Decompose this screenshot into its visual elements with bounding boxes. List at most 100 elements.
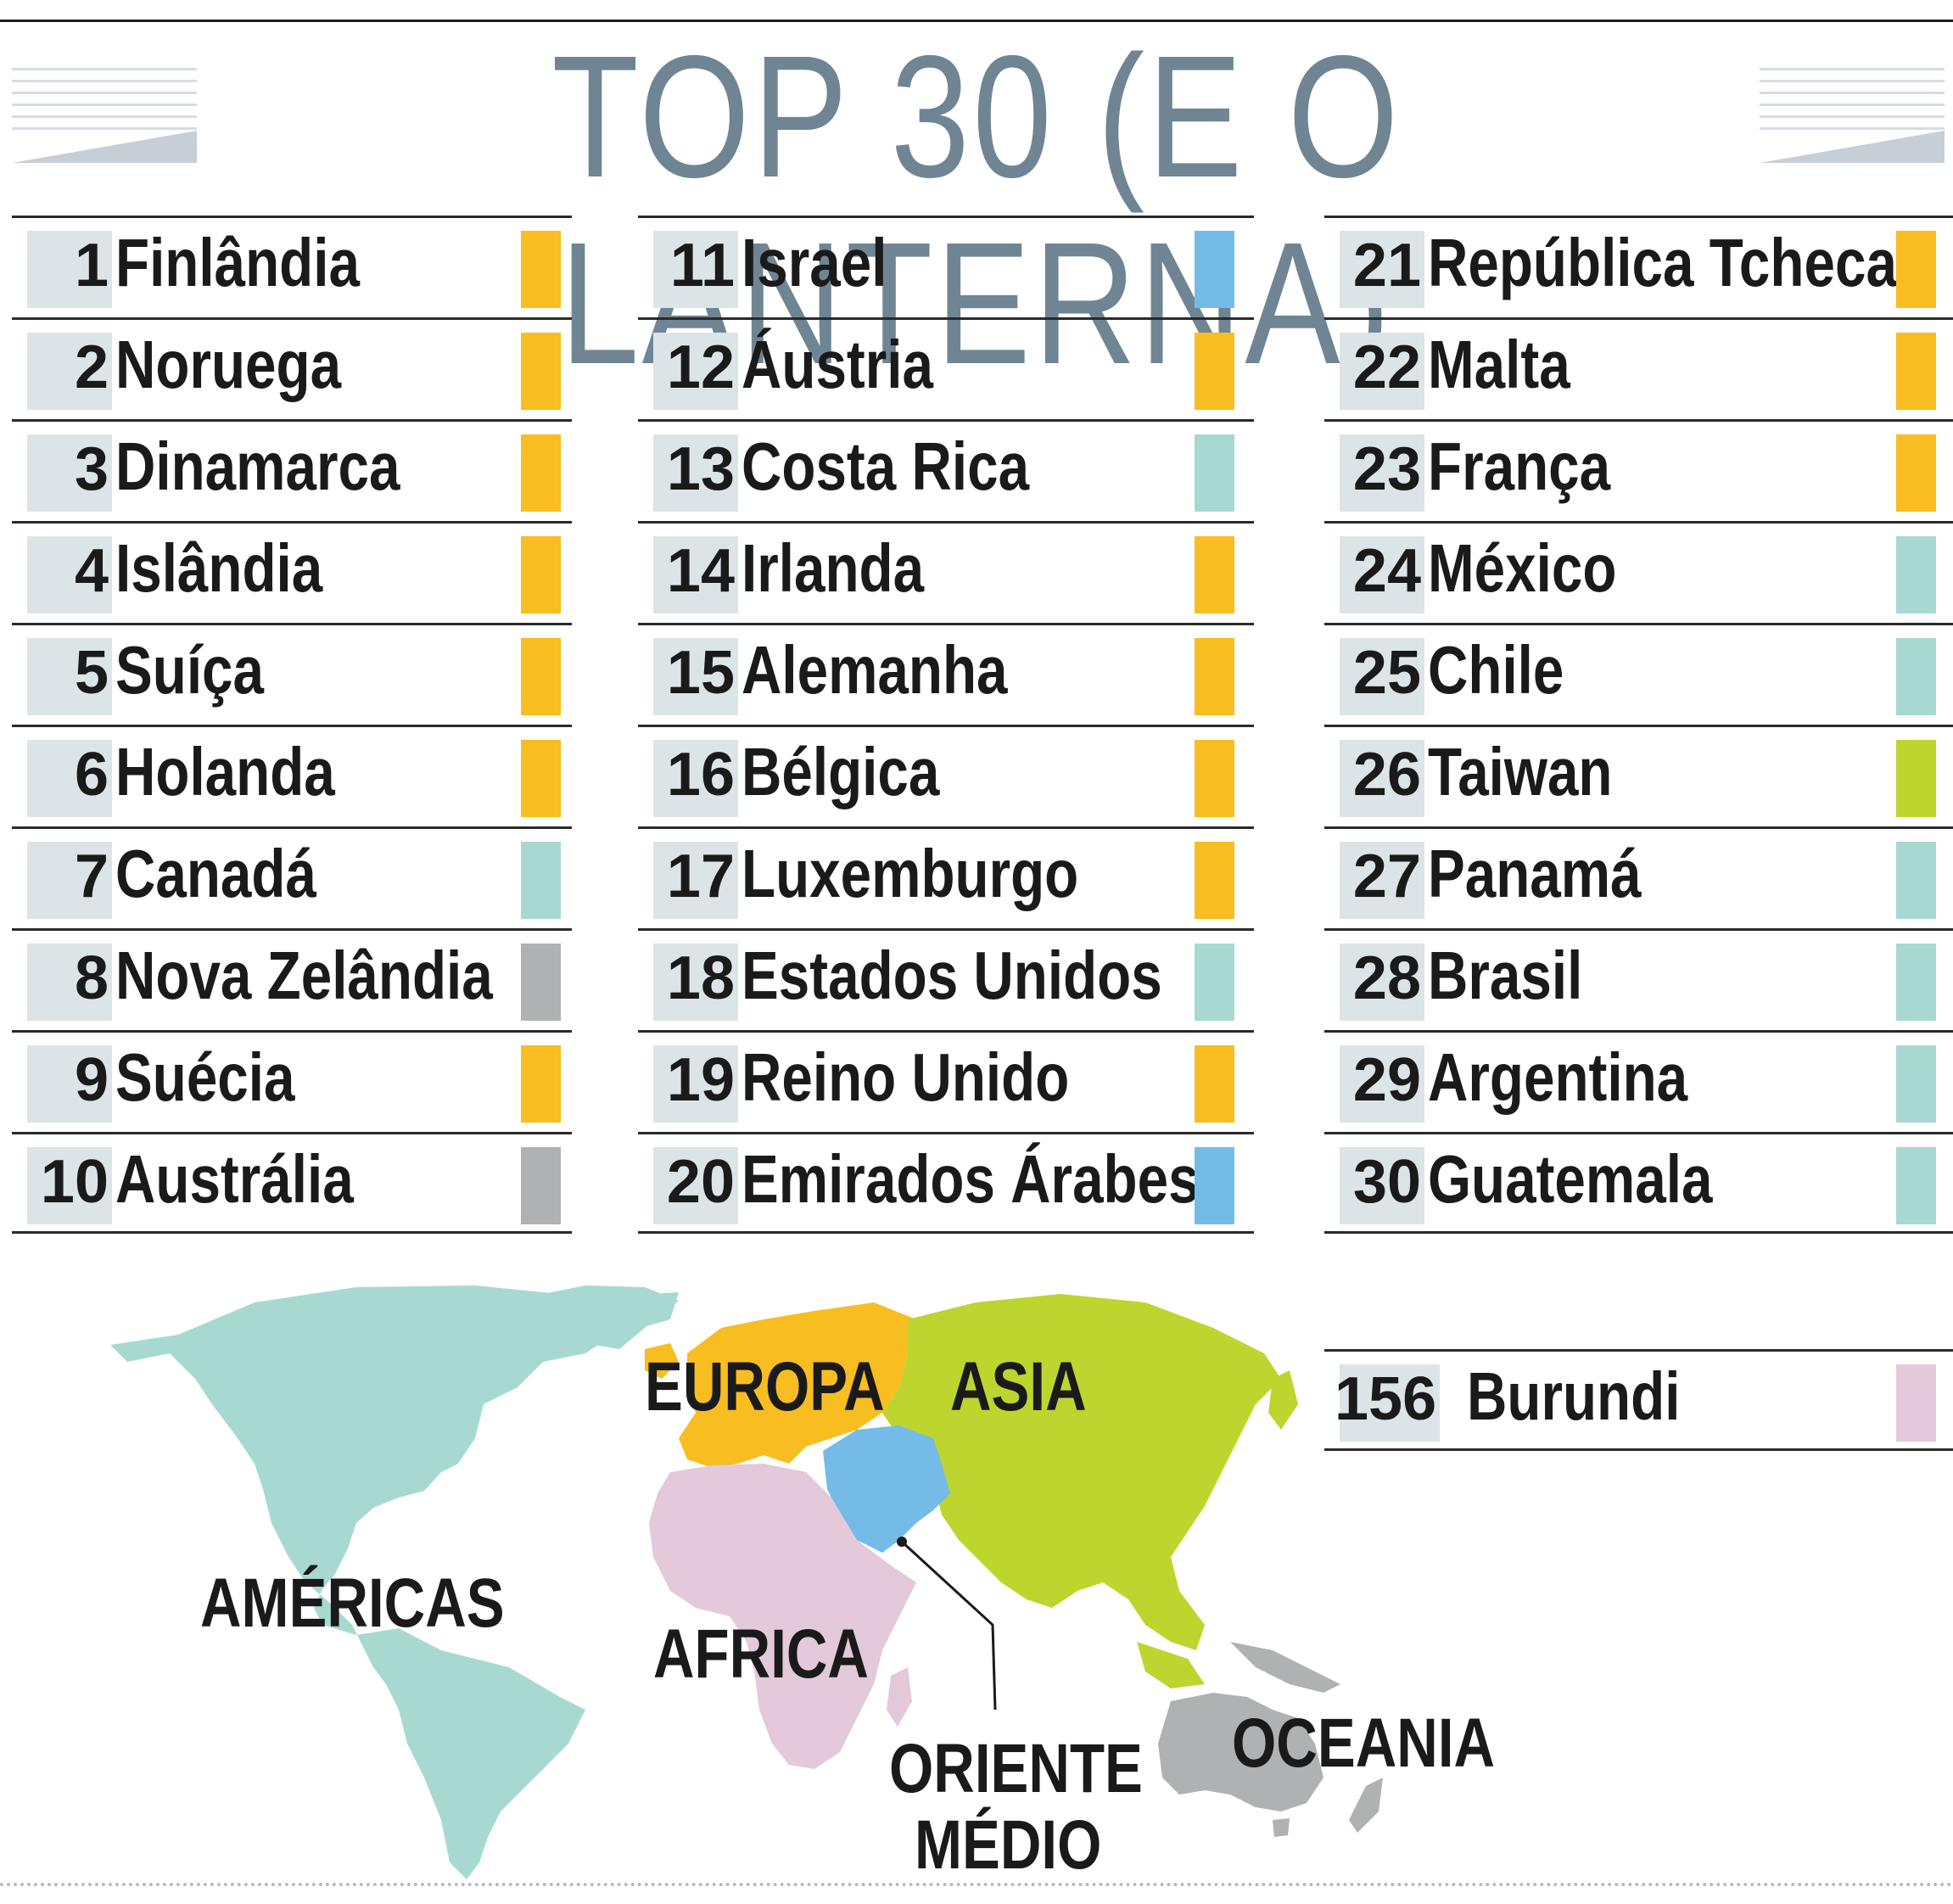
map-region-africa — [649, 1464, 916, 1769]
rank-box — [653, 944, 738, 1021]
rank-number: 11 — [669, 232, 735, 300]
rank-number: 21 — [1352, 232, 1421, 300]
region-swatch — [521, 536, 561, 613]
country-name: Panamá — [1428, 836, 1642, 911]
rank-box — [1340, 333, 1424, 410]
map-label-africa: AFRICA — [653, 1616, 869, 1693]
country-name: Islândia — [115, 530, 323, 606]
ranking-row: 156 Burundi — [1324, 1349, 1953, 1451]
rank-box — [27, 1045, 112, 1123]
rank-number: 22 — [1352, 333, 1421, 401]
country-name: Austrália — [115, 1141, 354, 1217]
ranking-column-1: 1 Finlândia 2 Noruega 3 Dinamarca 4 Islândia 5 Su… — [12, 216, 572, 1234]
map-region-asia — [882, 1294, 1298, 1688]
region-swatch — [521, 842, 561, 919]
rank-box — [27, 333, 112, 410]
country-name: Estados Unidos — [741, 938, 1162, 1013]
rank-number: 15 — [666, 639, 735, 707]
rank-number: 18 — [666, 944, 735, 1012]
region-swatch — [521, 231, 561, 308]
ranking-row: 7 Canadá — [12, 826, 572, 928]
country-name: Taiwan — [1428, 734, 1613, 809]
rank-box — [1340, 842, 1424, 919]
rank-box — [653, 333, 738, 410]
rank-box — [27, 638, 112, 715]
title-decoration-left — [12, 68, 197, 163]
rank-box — [1340, 740, 1424, 817]
rank-number: 25 — [1352, 639, 1421, 707]
country-name: Noruega — [115, 327, 342, 402]
rank-number: 6 — [74, 741, 109, 809]
rank-box — [1340, 434, 1424, 512]
rank-number: 1 — [74, 232, 109, 300]
rank-box — [653, 842, 738, 919]
lanterna-entry: 156 Burundi — [1324, 1349, 1953, 1451]
ranking-row: 28 Brasil — [1324, 928, 1953, 1030]
region-swatch — [521, 1045, 561, 1123]
rank-box — [653, 231, 738, 308]
country-name: França — [1428, 428, 1611, 504]
region-swatch — [1896, 1364, 1936, 1442]
map-label-oriente-medio-1: ORIENTE — [889, 1730, 1143, 1807]
ranking-row: 10 Austrália — [12, 1132, 572, 1234]
rank-number: 12 — [666, 333, 735, 401]
rank-box — [27, 740, 112, 817]
rank-box — [653, 638, 738, 715]
ranking-column-2: 11 Israel 12 Áustria 13 Costa Rica 14 Irlanda 15… — [638, 216, 1254, 1234]
region-swatch — [1896, 333, 1936, 410]
country-name: Canadá — [115, 836, 316, 911]
country-name: Suíça — [115, 632, 265, 708]
ranking-row: 16 Bélgica — [638, 725, 1254, 826]
region-swatch — [1896, 434, 1936, 512]
rank-number: 9 — [74, 1046, 109, 1114]
rank-number: 17 — [666, 843, 735, 910]
map-label-asia: ASIA — [950, 1348, 1087, 1425]
region-swatch — [1195, 944, 1234, 1021]
ranking-row: 25 Chile — [1324, 623, 1953, 725]
map-label-europa: EUROPA — [645, 1348, 885, 1425]
oriente-medio-leader-line — [897, 1537, 997, 1711]
map-region-europa — [645, 1302, 916, 1468]
country-name: Alemanha — [741, 632, 1008, 708]
country-name: Bélgica — [741, 734, 940, 809]
rank-box — [27, 434, 112, 512]
country-name: Irlanda — [741, 530, 925, 606]
country-name: Burundi — [1467, 1358, 1681, 1434]
region-swatch — [521, 944, 561, 1021]
country-name: Holanda — [115, 734, 335, 809]
region-swatch — [1896, 842, 1936, 919]
region-swatch — [1896, 231, 1936, 308]
rank-number: 24 — [1352, 537, 1421, 605]
ranking-row: 12 Áustria — [638, 317, 1254, 419]
rank-box — [1340, 944, 1424, 1021]
country-name: Áustria — [741, 327, 934, 402]
rank-box — [27, 842, 112, 919]
rank-box — [1340, 638, 1424, 715]
country-name: Emirados Árabes — [741, 1141, 1200, 1217]
rank-number: 23 — [1352, 435, 1421, 503]
ranking-row: 2 Noruega — [12, 317, 572, 419]
country-name: Costa Rica — [741, 428, 1030, 504]
ranking-row: 26 Taiwan — [1324, 725, 1953, 826]
map-label-americas: AMÉRICAS — [200, 1565, 505, 1642]
ranking-row: 8 Nova Zelândia — [12, 928, 572, 1030]
ranking-row: 27 Panamá — [1324, 826, 1953, 928]
rank-number: 2 — [74, 333, 109, 401]
region-swatch — [1896, 1147, 1936, 1224]
country-name: Suécia — [115, 1039, 295, 1115]
country-name: Luxemburgo — [741, 836, 1079, 911]
ranking-row: 14 Irlanda — [638, 521, 1254, 623]
top-rule — [0, 20, 1953, 22]
region-swatch — [1195, 1045, 1234, 1123]
region-swatch — [1896, 1045, 1936, 1123]
ranking-row: 9 Suécia — [12, 1030, 572, 1132]
rank-box — [653, 536, 738, 613]
rank-number: 19 — [666, 1046, 735, 1114]
ranking-row: 19 Reino Unido — [638, 1030, 1254, 1132]
rank-number: 14 — [666, 537, 735, 605]
region-swatch — [1195, 740, 1234, 817]
rank-number: 5 — [74, 639, 109, 707]
country-name: Guatemala — [1428, 1141, 1713, 1217]
ranking-row: 15 Alemanha — [638, 623, 1254, 725]
region-swatch — [521, 434, 561, 512]
